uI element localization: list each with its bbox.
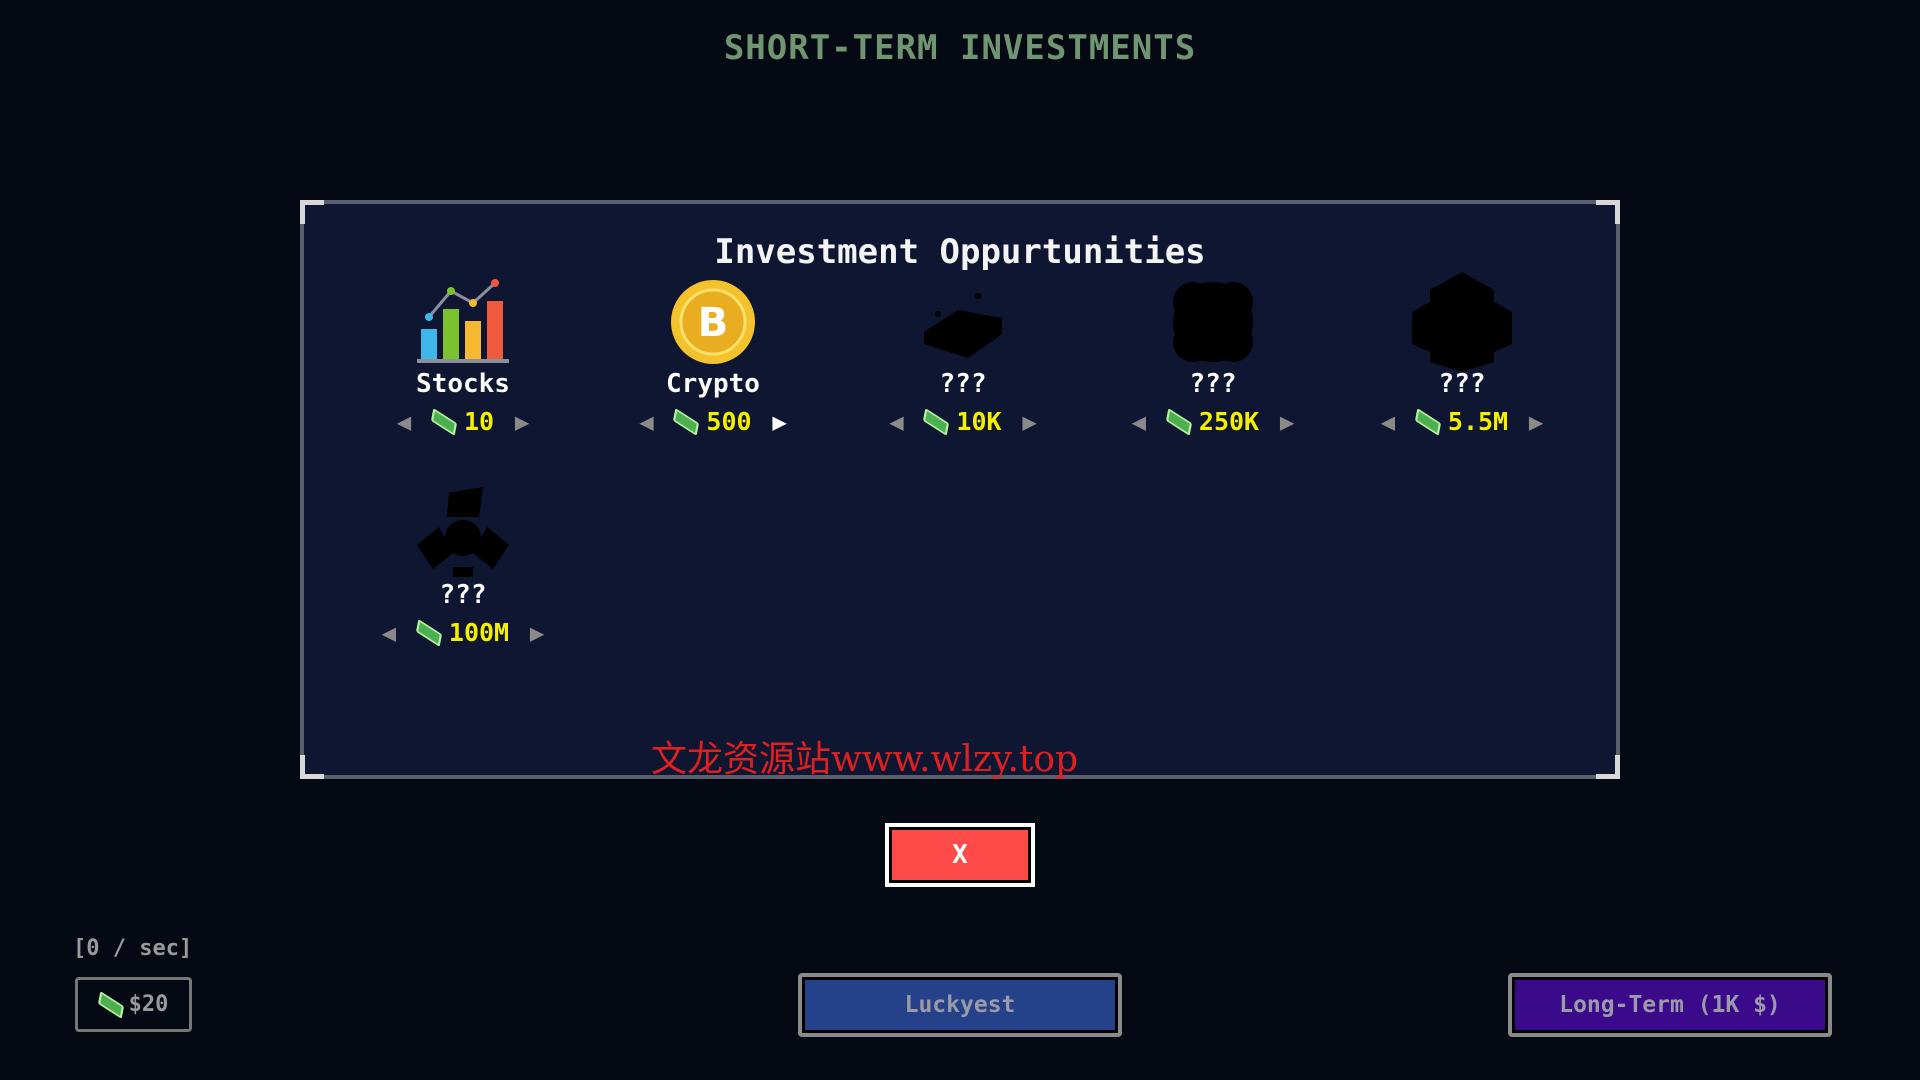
arrow-left-icon[interactable]: ◀ bbox=[1380, 407, 1396, 436]
cloud-silhouette-icon bbox=[1098, 277, 1328, 367]
item-price: 500 bbox=[706, 407, 752, 436]
investment-item[interactable]: ??? ◀ 250K ▶ bbox=[1098, 277, 1328, 436]
item-price: 250K bbox=[1198, 407, 1260, 436]
arrow-left-icon[interactable]: ◀ bbox=[381, 618, 397, 647]
arrow-left-icon[interactable]: ◀ bbox=[396, 407, 412, 436]
investment-item[interactable]: ??? ◀ 100M ▶ bbox=[348, 487, 578, 647]
gold-bar-silhouette-icon bbox=[848, 277, 1078, 367]
arrow-right-icon[interactable]: ▶ bbox=[1279, 407, 1295, 436]
arrow-right-icon[interactable]: ▶ bbox=[772, 407, 787, 436]
arrow-right-icon[interactable]: ▶ bbox=[1022, 407, 1037, 436]
svg-text:B: B bbox=[698, 300, 729, 346]
item-name: Crypto bbox=[666, 369, 760, 399]
arrow-left-icon[interactable]: ◀ bbox=[639, 407, 654, 436]
investment-item[interactable]: Stocks ◀ 10 ▶ bbox=[348, 277, 578, 436]
arrow-right-icon[interactable]: ▶ bbox=[1528, 407, 1544, 436]
item-name: ??? bbox=[439, 580, 487, 610]
panel-title: Investment Oppurtunities bbox=[714, 232, 1206, 272]
item-price: 100M bbox=[448, 618, 510, 647]
long-term-button[interactable]: Long-Term (1K $) bbox=[1508, 973, 1832, 1037]
price-row: ◀ 5.5M ▶ bbox=[1347, 407, 1577, 436]
item-name: Stocks bbox=[416, 369, 510, 399]
money-value: $20 bbox=[128, 992, 169, 1017]
item-price: 10K bbox=[956, 407, 1002, 436]
close-button[interactable]: X bbox=[885, 823, 1035, 887]
cash-icon bbox=[97, 990, 124, 1019]
item-name: ??? bbox=[939, 369, 987, 399]
price-row: ◀ 10 ▶ bbox=[348, 407, 578, 436]
price-row: ◀ 500 ▶ bbox=[598, 407, 828, 436]
watermark: 文龙资源站www.wlzy.top bbox=[651, 739, 1079, 780]
investment-panel: Investment Oppurtunities Stocks ◀ 10 ▶ B… bbox=[300, 200, 1620, 779]
item-name: ??? bbox=[1189, 369, 1237, 399]
screen-title: SHORT-TERM INVESTMENTS bbox=[723, 28, 1197, 68]
hazard-silhouette-icon bbox=[348, 487, 578, 578]
cash-icon bbox=[1414, 407, 1441, 436]
cash-icon bbox=[415, 618, 442, 647]
investment-item[interactable]: ??? ◀ 10K ▶ bbox=[848, 277, 1078, 436]
item-price: 10 bbox=[463, 407, 495, 436]
luckyest-button[interactable]: Luckyest bbox=[798, 973, 1122, 1037]
bar-chart-icon bbox=[348, 277, 578, 367]
investment-item[interactable]: ??? ◀ 5.5M ▶ bbox=[1347, 272, 1577, 436]
investment-item[interactable]: B Crypto ◀ 500 ▶ bbox=[598, 277, 828, 436]
arrow-left-icon[interactable]: ◀ bbox=[1131, 407, 1147, 436]
cash-icon bbox=[673, 407, 700, 436]
cash-icon bbox=[430, 407, 457, 436]
box-silhouette-icon bbox=[1347, 272, 1577, 372]
arrow-right-icon[interactable]: ▶ bbox=[514, 407, 530, 436]
price-row: ◀ 100M ▶ bbox=[348, 618, 578, 647]
item-name: ??? bbox=[1438, 369, 1486, 399]
price-row: ◀ 250K ▶ bbox=[1098, 407, 1328, 436]
cash-icon bbox=[923, 407, 950, 436]
bitcoin-icon: B bbox=[598, 277, 828, 367]
income-rate: [0 / sec] bbox=[73, 936, 193, 961]
price-row: ◀ 10K ▶ bbox=[848, 407, 1078, 436]
arrow-right-icon[interactable]: ▶ bbox=[529, 618, 545, 647]
money-display: $20 bbox=[75, 977, 192, 1032]
item-price: 5.5M bbox=[1447, 407, 1509, 436]
cash-icon bbox=[1165, 407, 1192, 436]
arrow-left-icon[interactable]: ◀ bbox=[889, 407, 904, 436]
